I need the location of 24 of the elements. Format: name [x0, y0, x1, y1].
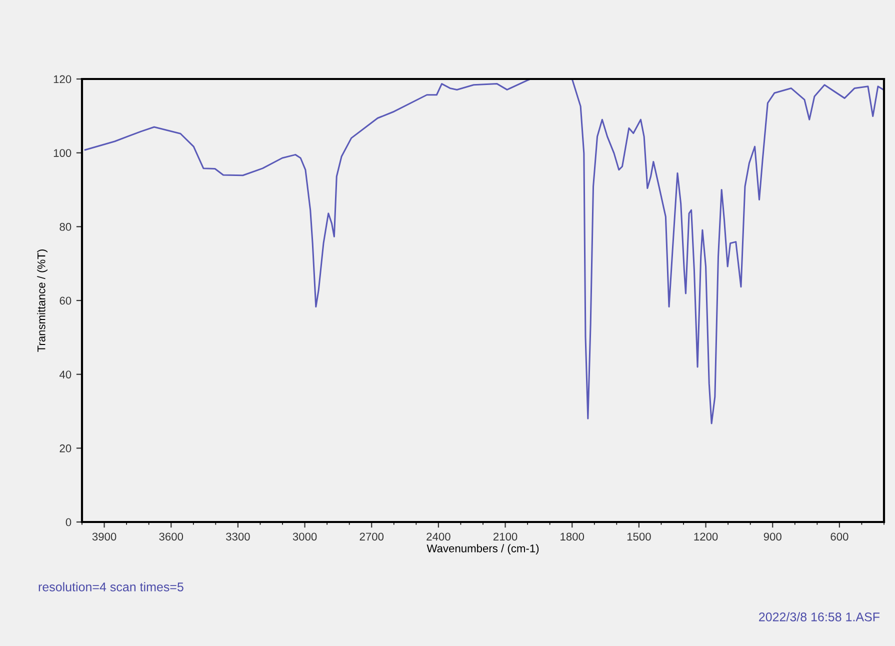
y-tick-label: 100 [54, 149, 72, 157]
x-tick-label: 2400 [426, 532, 450, 541]
x-tick-label: 2700 [360, 532, 384, 541]
x-tick-label: 1200 [694, 532, 718, 541]
y-tick-label: 40 [59, 370, 72, 378]
y-tick-label: 0 [66, 518, 72, 526]
y-tick-label: 60 [60, 296, 72, 305]
text: resolution=4 scan times=5 [38, 582, 184, 592]
text: 2022/3/8 16:58 1.ASF [759, 612, 880, 622]
x-tick-label: 1800 [560, 532, 584, 541]
x-tick-label: 1500 [627, 532, 651, 541]
x-axis-title: Wavenumbers / (cm-1) [426, 544, 539, 555]
x-tick-label: 3900 [92, 532, 116, 541]
x-tick-label: 3000 [292, 532, 317, 541]
y-axis-title: Transmittance / (%T) [37, 250, 48, 352]
x-tick-label: 900 [764, 532, 782, 541]
y-tick-label: 120 [54, 75, 72, 84]
line-series [84, 79, 884, 424]
y-tick-label: 20 [60, 444, 72, 452]
y-tick-label: 80 [60, 222, 72, 231]
x-tick-label: 3600 [159, 532, 184, 541]
x-tick-label: 600 [830, 532, 848, 541]
x-tick-label: 3300 [226, 532, 250, 541]
x-tick-label: 2100 [493, 532, 518, 541]
